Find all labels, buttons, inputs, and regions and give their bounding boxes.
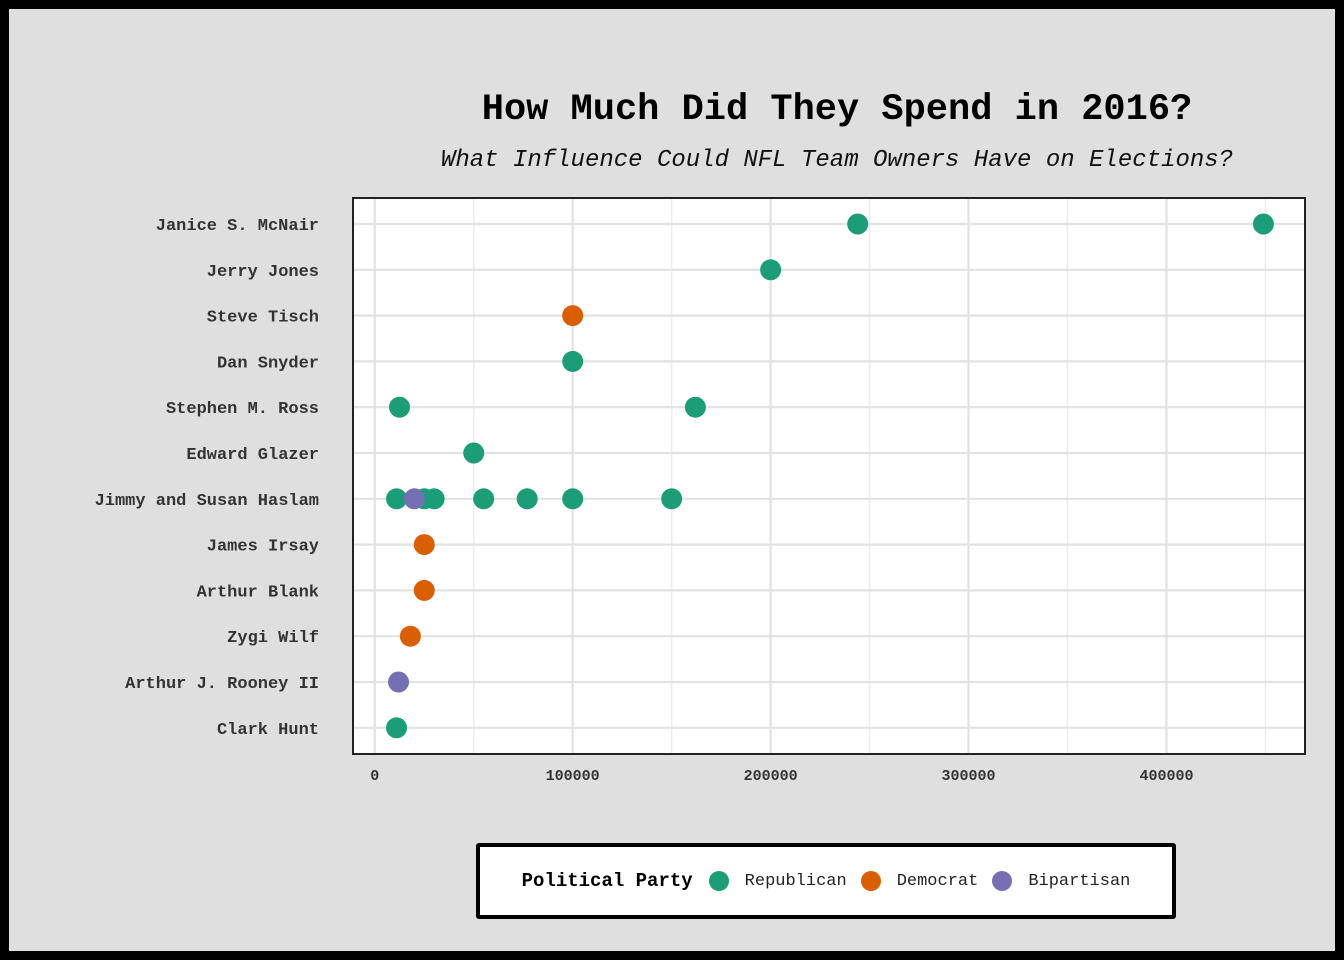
y-tick-label-stephen-m-ross: Stephen M. Ross xyxy=(166,400,319,419)
legend-dot-bipartisan xyxy=(992,871,1013,891)
y-tick-label-arthur-j-rooney-ii: Arthur J. Rooney II xyxy=(125,675,319,694)
point-republican-jimmy-and-susan-haslam xyxy=(516,488,538,510)
point-republican-jimmy-and-susan-haslam xyxy=(473,488,495,510)
legend-label-democrat: Democrat xyxy=(896,871,979,891)
scatter-plot: Janice S. McNair Jerry Jones Steve Tisch Da… xyxy=(95,197,1306,785)
chart-frame: How Much Did They Spend in 2016? What In… xyxy=(9,9,1335,951)
legend-dot-democrat xyxy=(860,871,881,891)
legend-label-republican: Republican xyxy=(744,871,847,891)
legend-item-bipartisan: Bipartisan xyxy=(992,871,1130,891)
y-tick-label-clark-hunt: Clark Hunt xyxy=(217,721,319,740)
point-democrat-arthur-blank xyxy=(413,579,435,601)
point-democrat-zygi-wilf xyxy=(399,625,421,647)
point-democrat-steve-tisch xyxy=(562,305,584,327)
grid-layer xyxy=(353,198,1305,754)
data-points xyxy=(386,213,1274,739)
plot-panel-background xyxy=(353,198,1305,754)
y-tick-label-jimmy-and-susan-haslam: Jimmy and Susan Haslam xyxy=(95,492,319,511)
legend: Political Party Republican Democrat Bipa… xyxy=(476,843,1176,919)
x-tick-label-400000: 400000 xyxy=(1139,768,1193,785)
point-republican-janice-s-mcnair xyxy=(847,213,869,235)
y-tick-label-edward-glazer: Edward Glazer xyxy=(186,446,319,465)
x-tick-label-100000: 100000 xyxy=(546,768,600,785)
legend-title: Political Party xyxy=(521,870,693,892)
legend-item-democrat: Democrat xyxy=(860,871,979,891)
y-tick-label-jerry-jones: Jerry Jones xyxy=(207,263,319,282)
legend-dot-republican xyxy=(708,871,729,891)
point-republican-clark-hunt xyxy=(386,717,408,739)
point-bipartisan-jimmy-and-susan-haslam xyxy=(403,488,425,510)
point-republican-janice-s-mcnair xyxy=(1252,213,1274,235)
x-axis-ticks: 0 100000 200000 300000 400000 xyxy=(370,768,1193,785)
point-republican-jimmy-and-susan-haslam xyxy=(386,488,408,510)
legend-label-bipartisan: Bipartisan xyxy=(1028,871,1131,891)
point-republican-stephen-m-ross xyxy=(389,396,411,418)
point-republican-dan-snyder xyxy=(562,350,584,372)
x-tick-label-200000: 200000 xyxy=(744,768,798,785)
x-tick-label-300000: 300000 xyxy=(942,768,996,785)
point-bipartisan-arthur-j-rooney-ii xyxy=(388,671,410,693)
y-tick-label-steve-tisch: Steve Tisch xyxy=(207,309,319,328)
point-republican-jimmy-and-susan-haslam xyxy=(661,488,683,510)
y-tick-label-zygi-wilf: Zygi Wilf xyxy=(227,629,319,648)
point-republican-edward-glazer xyxy=(463,442,485,464)
chart-subtitle: What Influence Could NFL Team Owners Hav… xyxy=(440,147,1234,174)
y-tick-label-dan-snyder: Dan Snyder xyxy=(217,354,319,373)
point-republican-stephen-m-ross xyxy=(684,396,706,418)
chart-title: How Much Did They Spend in 2016? xyxy=(481,89,1193,131)
x-tick-label-0: 0 xyxy=(370,768,379,785)
plot-panel-border xyxy=(352,197,1306,755)
y-tick-label-janice-s-mcnair: Janice S. McNair xyxy=(156,217,319,236)
point-republican-jimmy-and-susan-haslam xyxy=(423,488,445,510)
point-democrat-james-irsay xyxy=(413,534,435,556)
point-republican-jerry-jones xyxy=(760,259,782,281)
y-tick-label-james-irsay: James Irsay xyxy=(207,538,319,557)
point-republican-jimmy-and-susan-haslam xyxy=(562,488,584,510)
y-axis-labels: Janice S. McNair Jerry Jones Steve Tisch Da… xyxy=(95,217,319,740)
legend-item-republican: Republican xyxy=(708,871,847,891)
y-tick-label-arthur-blank: Arthur Blank xyxy=(197,583,319,602)
